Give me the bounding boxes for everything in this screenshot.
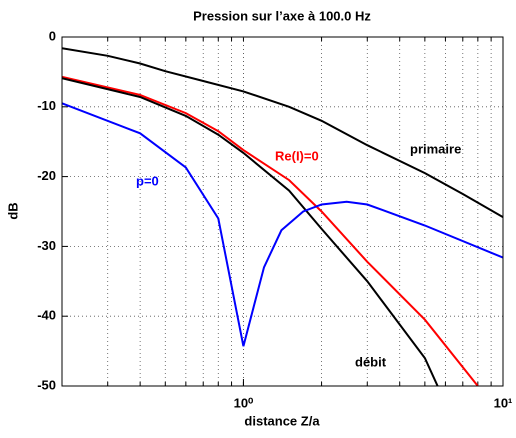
y-tick-label: 0 bbox=[49, 28, 56, 43]
y-tick-label: -10 bbox=[37, 98, 56, 113]
line-series bbox=[62, 102, 503, 347]
line-series bbox=[62, 77, 439, 386]
y-tick-label: -30 bbox=[37, 238, 56, 253]
chart-title: Pression sur l’axe à 100.0 Hz bbox=[193, 8, 371, 23]
series-label: p=0 bbox=[136, 173, 159, 188]
line-series bbox=[62, 75, 479, 386]
y-tick-label: -50 bbox=[37, 377, 56, 392]
y-axis-label: dB bbox=[5, 202, 20, 219]
plot-frame bbox=[61, 36, 504, 387]
x-tick-label: 10¹ bbox=[494, 395, 513, 410]
y-tick-label: -20 bbox=[37, 168, 56, 183]
series-label: débit bbox=[355, 354, 387, 369]
series-label: Re(I)=0 bbox=[275, 148, 319, 163]
x-tick-label: 10⁰ bbox=[234, 395, 254, 410]
x-axis-label: distance Z/a bbox=[244, 413, 320, 428]
y-tick-label: -40 bbox=[37, 308, 56, 323]
series-label: primaire bbox=[410, 141, 461, 156]
line-series bbox=[62, 47, 503, 218]
